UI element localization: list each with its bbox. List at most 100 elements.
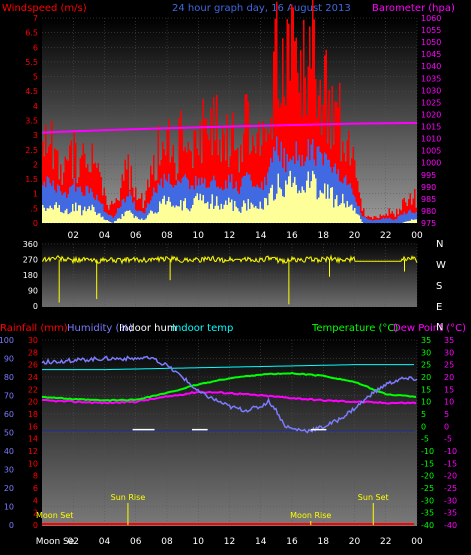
wind-avg-bar <box>349 183 351 223</box>
wind-y-tick: 6 <box>33 43 38 52</box>
wind-gust-bar <box>208 140 210 223</box>
humidity-y-tick: 70 <box>4 392 14 401</box>
wind-avg-bar <box>102 203 104 223</box>
wind-avg-bar <box>372 220 374 223</box>
wind-gust-bar <box>273 51 275 223</box>
wind-low-bar <box>91 204 93 223</box>
wind-gust-bar <box>139 198 141 223</box>
wind-gust-bar <box>121 174 123 223</box>
wind-low-bar <box>129 210 131 223</box>
wind-avg-bar <box>136 211 138 223</box>
wind-gust-bar <box>84 153 86 223</box>
wind-avg-bar <box>243 175 245 223</box>
rain-y-tick: 2 <box>33 509 38 518</box>
wind-gust-bar <box>297 72 299 224</box>
wind-low-bar <box>153 213 155 223</box>
wind-gust-bar <box>168 119 170 223</box>
wind-avg-bar <box>394 219 396 223</box>
humidity-line <box>41 355 418 434</box>
wind-y-tick: 2.5 <box>25 146 38 155</box>
wind-low-bar <box>408 221 410 223</box>
rain-y-tick: 4 <box>33 496 38 505</box>
wind-gust-bar <box>67 160 69 223</box>
wind-low-bar <box>90 210 92 223</box>
wind-avg-bar <box>298 154 300 223</box>
compass-label: E <box>436 302 442 313</box>
wind-low-bar <box>279 187 281 223</box>
wind-low-bar <box>177 206 179 223</box>
wind-gust-bar <box>144 200 146 223</box>
wind-gust-bar <box>81 155 83 223</box>
wind-low-bar <box>409 220 411 223</box>
rain-y-tick: 26 <box>28 361 38 370</box>
indoor-temp-line <box>42 364 414 371</box>
wind-low-bar <box>103 219 105 223</box>
wind-gust-bar <box>45 124 47 223</box>
wind-avg-bar <box>408 210 410 223</box>
wind-avg-bar <box>297 160 299 223</box>
wind-low-bar <box>100 217 102 223</box>
wind-low-bar <box>133 217 135 223</box>
wind-low-bar <box>99 213 101 223</box>
wind-avg-bar <box>63 192 65 223</box>
wind-low-bar <box>415 219 417 223</box>
humidity-y-tick: 0 <box>9 521 14 530</box>
temp-x-tick: 12 <box>224 537 235 547</box>
wind-low-bar <box>280 189 282 223</box>
wind-avg-bar <box>121 199 123 223</box>
wind-low-bar <box>105 220 107 223</box>
temperature-line <box>41 371 417 402</box>
wind-avg-bar <box>256 184 258 223</box>
wind-avg-bar <box>403 211 405 223</box>
direction-line <box>41 254 418 265</box>
wind-avg-bar <box>258 187 260 223</box>
wind-gust-bar <box>288 23 290 224</box>
wind-x-tick: 06 <box>130 231 142 241</box>
wind-low-bar <box>343 203 345 223</box>
wind-low-bar <box>337 206 339 223</box>
wind-gust-bar <box>223 134 225 223</box>
wind-gust-bar <box>204 118 206 223</box>
wind-low-bar <box>162 198 164 223</box>
wind-low-bar <box>163 195 165 223</box>
baro-y-tick: 1010 <box>421 135 441 144</box>
wind-gust-bar <box>289 80 291 223</box>
wind-x-tick: 00 <box>411 231 423 241</box>
wind-gust-bar <box>199 120 201 223</box>
wind-gust-bar <box>180 110 182 223</box>
wind-low-bar <box>411 219 413 223</box>
baro-y-tick: 985 <box>421 195 436 204</box>
temp-x-tick: 04 <box>99 537 111 547</box>
wind-avg-bar <box>246 172 248 223</box>
temp-x-tick: 16 <box>286 537 298 547</box>
wind-low-bar <box>312 170 314 223</box>
wind-low-bar <box>159 201 161 223</box>
wind-avg-bar <box>174 185 176 223</box>
temp-x-tick: 22 <box>380 537 391 547</box>
wind-gust-bar <box>300 50 302 223</box>
wind-low-bar <box>156 213 158 223</box>
rain-y-tick: 12 <box>28 447 38 456</box>
wind-low-bar <box>187 209 189 223</box>
wind-low-bar <box>189 211 191 223</box>
wind-low-bar <box>184 198 186 223</box>
humidity-y-tick: 90 <box>4 355 14 364</box>
temp-x-tick: 06 <box>130 537 142 547</box>
temp-y-tick: -20 <box>421 472 434 481</box>
dew-y-tick: -10 <box>444 447 457 456</box>
wind-gust-bar <box>232 112 234 223</box>
wind-gust-bar <box>42 141 44 223</box>
wind-avg-bar <box>52 180 54 223</box>
wind-avg-bar <box>411 212 413 223</box>
dew-y-tick: 0 <box>444 422 449 431</box>
wind-low-bar <box>126 210 128 223</box>
temp-y-tick: -30 <box>421 496 434 505</box>
wind-avg-bar <box>120 206 122 223</box>
dew-y-tick: -30 <box>444 496 457 505</box>
wind-low-bar <box>361 221 363 223</box>
wind-low-bar <box>267 205 269 223</box>
wind-gust-bar <box>373 216 375 223</box>
wind-low-bar <box>214 205 216 223</box>
wind-avg-bar <box>78 187 80 223</box>
